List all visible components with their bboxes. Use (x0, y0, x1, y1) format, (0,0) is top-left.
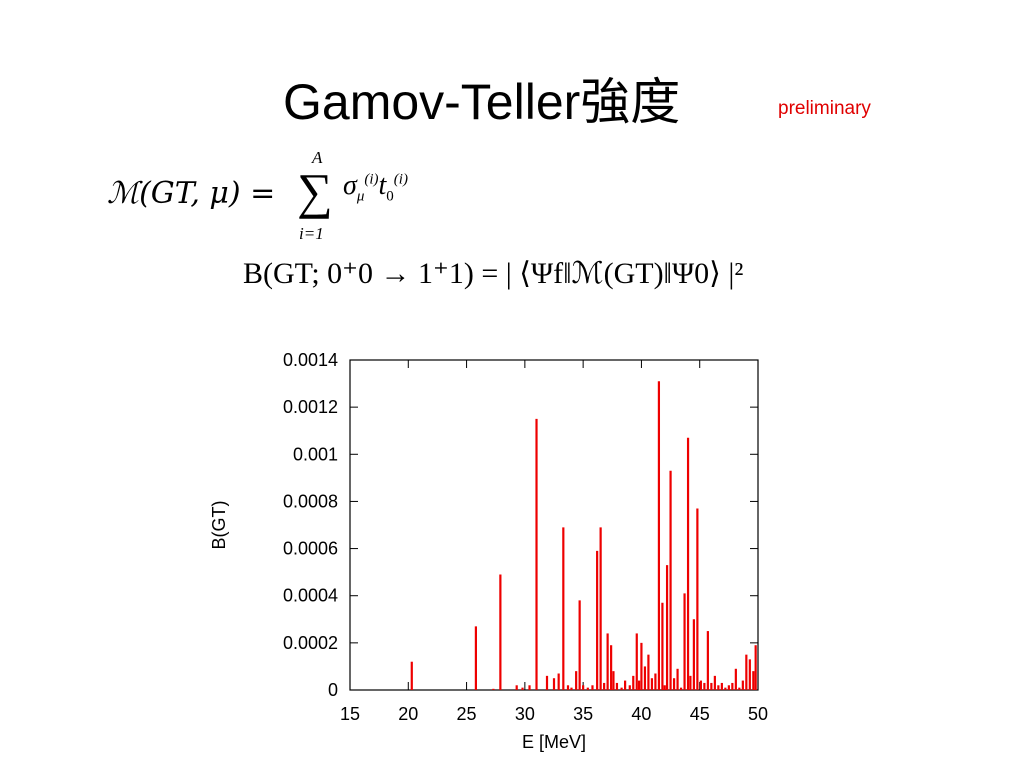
x-tick-label: 40 (631, 704, 651, 724)
x-tick-label: 15 (340, 704, 360, 724)
bgt-definition-equation: B(GT; 0⁺0 → 1⁺1) = | ⟨Ψf‖ℳ(GT)‖Ψ0⟩ |² (243, 252, 863, 302)
preliminary-badge: preliminary (778, 98, 871, 119)
x-tick-label: 20 (398, 704, 418, 724)
y-tick-label: 0 (328, 680, 338, 700)
sigma-superscript: (i) (364, 171, 379, 188)
bgt-strength-chart: 15 20 25 30 35 40 45 50 0 0.0002 0.0004 0.0006 0.000… (209, 350, 768, 752)
y-tick-label: 0.0014 (283, 350, 338, 370)
sigma-symbol: σ (343, 170, 357, 201)
sum-upper-limit: A (312, 148, 323, 167)
x-tick-label: 35 (573, 704, 593, 724)
x-tick-label: 25 (457, 704, 477, 724)
t-symbol: t (378, 170, 387, 201)
slide-title: Gamov-Teller強度 (283, 74, 681, 130)
sum-lower-limit: i=1 (299, 224, 324, 243)
x-axis-label: E [MeV] (522, 732, 586, 752)
x-tick-label: 30 (515, 704, 535, 724)
summation-symbol: ∑ (297, 163, 333, 219)
t-subscript: 0 (386, 188, 394, 205)
t-superscript: (i) (393, 171, 408, 188)
gt-operator-equation: ℳ(GT, μ) = A ∑ i=1 σμ(i)t0(i) (107, 148, 437, 248)
y-axis-label: B(GT) (209, 501, 229, 550)
y-tick-label: 0.0008 (283, 491, 338, 511)
y-tick-label: 0.0002 (283, 633, 338, 653)
y-tick-label: 0.0004 (283, 586, 338, 606)
sigma-subscript: μ (356, 188, 365, 205)
equation1-term: σμ(i)t0(i) (343, 170, 408, 206)
y-tick-label: 0.0006 (283, 539, 338, 559)
y-tick-label: 0.0012 (283, 397, 338, 417)
equation2-text: B(GT; 0⁺0 → 1⁺1) = | ⟨Ψf‖ℳ(GT)‖Ψ0⟩ |² (243, 257, 744, 290)
equation1-lhs: ℳ(GT, μ) = (107, 176, 276, 211)
x-tick-label: 45 (690, 704, 710, 724)
title-row: Gamov-Teller強度 preliminary (0, 62, 1024, 142)
x-tick-label: 50 (748, 704, 768, 724)
y-tick-label: 0.001 (293, 444, 338, 464)
